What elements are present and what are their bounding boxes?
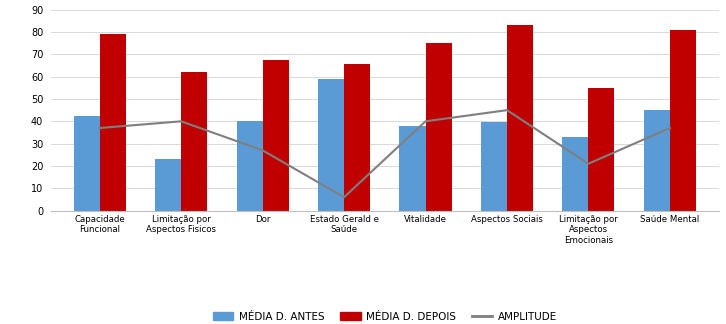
Bar [155, 159, 182, 211]
Bar [99, 34, 126, 211]
Bar [425, 43, 452, 211]
Bar [344, 64, 370, 211]
Bar [588, 88, 614, 211]
Bar [481, 122, 507, 211]
Bar [73, 116, 99, 211]
Bar [263, 60, 289, 211]
Bar [507, 25, 533, 211]
Bar [644, 110, 670, 211]
Legend: MÉDIA D. ANTES, MÉDIA D. DEPOIS, AMPLITUDE: MÉDIA D. ANTES, MÉDIA D. DEPOIS, AMPLITU… [208, 307, 561, 324]
Bar [399, 126, 425, 211]
Bar [318, 79, 344, 211]
Bar [670, 30, 696, 211]
Bar [182, 72, 207, 211]
Bar [563, 137, 588, 211]
Bar [237, 121, 263, 211]
